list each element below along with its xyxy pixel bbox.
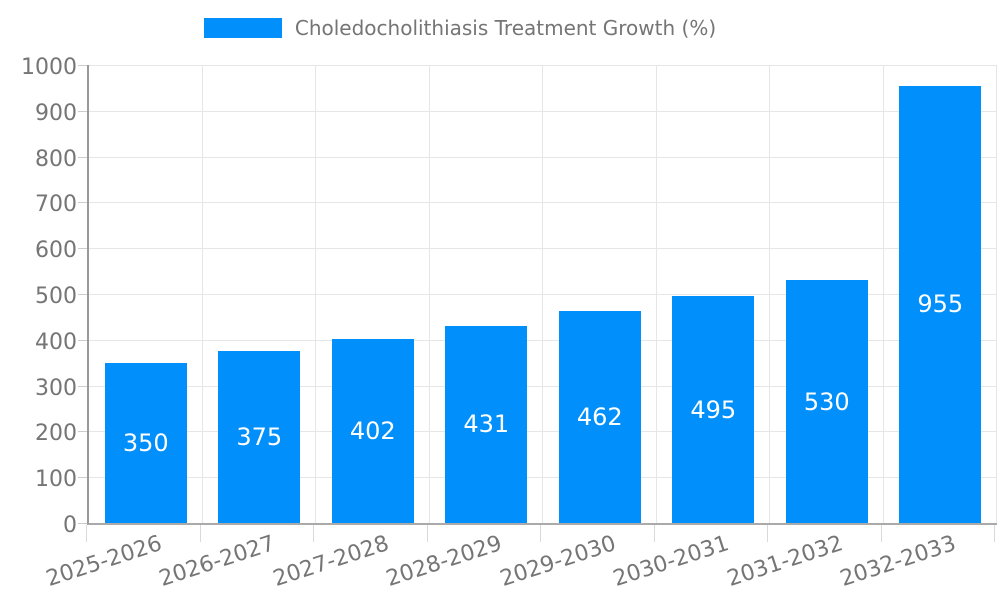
bar-value-label: 530 (803, 387, 850, 416)
gridline-vertical (542, 65, 543, 523)
y-axis-tick (78, 65, 87, 66)
x-axis-tick (540, 525, 541, 542)
y-axis-tick (78, 202, 87, 204)
gridline-horizontal (89, 65, 997, 66)
x-axis-tick (994, 525, 995, 542)
gridline-horizontal (89, 385, 997, 387)
y-axis-tick-label: 600 (35, 238, 77, 264)
bar-2032-2033[interactable]: 955 (899, 85, 982, 523)
bar-2030-2031[interactable]: 495 (672, 296, 755, 523)
bar-2028-2029[interactable]: 431 (445, 325, 528, 523)
y-axis-tick (78, 477, 87, 479)
x-axis-tick (767, 525, 768, 542)
legend[interactable]: Choledocholithiasis Treatment Growth (%) (0, 16, 920, 40)
gridline-horizontal (89, 339, 997, 341)
bar-value-label: 495 (690, 395, 737, 424)
x-axis-tick (199, 525, 201, 542)
gridline-horizontal (89, 156, 997, 158)
bar-2029-2030[interactable]: 462 (558, 311, 641, 523)
gridline-vertical (769, 65, 770, 523)
y-axis-tick (78, 110, 87, 112)
bar-2027-2028[interactable]: 402 (331, 338, 414, 523)
y-axis-tick-label: 0 (63, 513, 77, 538)
y-axis-tick-label: 400 (35, 329, 77, 355)
y-axis-tick (78, 523, 87, 524)
y-axis-tick (78, 339, 87, 341)
gridline-horizontal (89, 248, 997, 250)
y-axis-tick (78, 385, 87, 387)
x-axis-tick-label: 2032-2033 (837, 531, 960, 592)
y-axis-tick-label: 700 (35, 192, 77, 218)
y-axis-tick (78, 248, 87, 250)
y-axis-tick-label: 500 (35, 284, 77, 309)
plot-area: 350 375 402 431 462 495 530 955 (87, 65, 997, 525)
x-axis-tick (653, 525, 655, 542)
legend-swatch-icon (203, 18, 282, 38)
y-axis-tick (78, 156, 87, 158)
bar-value-label: 462 (576, 403, 623, 432)
gridline-horizontal (89, 110, 997, 112)
y-axis-tick-label: 200 (35, 421, 77, 447)
bar-value-label: 431 (463, 410, 510, 439)
y-axis-tick-label: 100 (35, 467, 77, 493)
gridline-vertical (315, 65, 316, 523)
gridline-horizontal (89, 431, 997, 433)
x-axis-tick-label: 2025-2026 (43, 531, 165, 592)
y-axis-tick (78, 294, 87, 295)
x-axis-tick-label: 2028-2029 (383, 531, 506, 592)
x-axis-tick-label: 2026-2027 (156, 531, 279, 592)
gridline-horizontal (89, 294, 997, 295)
legend-label: Choledocholithiasis Treatment Growth (%) (294, 16, 717, 40)
bar-2025-2026[interactable]: 350 (104, 362, 187, 523)
y-axis-tick-label: 800 (35, 146, 77, 172)
gridline-horizontal (89, 202, 997, 204)
gridline-vertical (882, 65, 884, 523)
x-axis-tick-label: 2027-2028 (270, 531, 392, 592)
bar-2031-2032[interactable]: 530 (785, 280, 868, 523)
gridline-vertical (655, 65, 657, 523)
gridline-horizontal (89, 477, 997, 479)
bar-2026-2027[interactable]: 375 (218, 351, 301, 523)
y-axis-tick (78, 431, 87, 433)
x-axis-tick-label: 2030-2031 (610, 531, 733, 592)
x-axis-tick (880, 525, 882, 542)
bar-value-label: 375 (236, 423, 283, 452)
gridline-vertical (996, 65, 997, 523)
y-axis-tick-label: 900 (35, 100, 77, 126)
y-axis-tick-label: 300 (35, 375, 77, 401)
gridline-vertical (428, 65, 430, 523)
x-axis-tick (313, 525, 314, 542)
x-axis-tick (426, 525, 428, 542)
x-axis-tick-label: 2029-2030 (497, 531, 619, 592)
bar-value-label: 955 (917, 290, 964, 319)
x-axis-tick (86, 525, 87, 542)
gridline-vertical (201, 65, 203, 523)
y-axis-tick-label: 1000 (21, 55, 77, 80)
bar-value-label: 402 (349, 416, 396, 445)
x-axis-tick-label: 2031-2032 (724, 531, 846, 592)
bar-value-label: 350 (122, 428, 169, 457)
